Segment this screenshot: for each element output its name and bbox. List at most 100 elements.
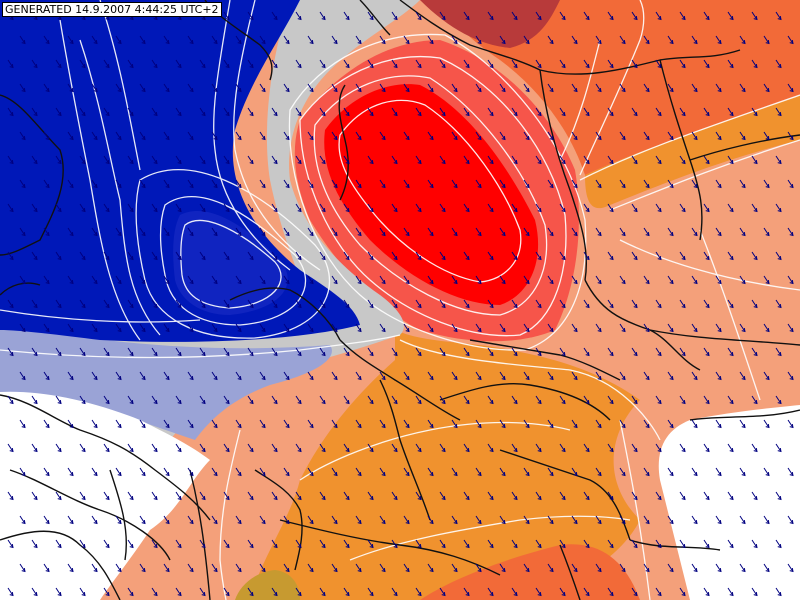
wind-arrow-icon [775, 539, 782, 549]
wind-arrow-icon [91, 275, 98, 285]
isoline-orange-8 [349, 515, 631, 561]
wind-arrow-icon [247, 59, 254, 69]
wind-arrow-icon [463, 347, 470, 357]
wind-arrow-icon [79, 299, 86, 309]
wind-arrow-icon [175, 203, 182, 213]
wind-arrow-icon [307, 35, 314, 45]
wind-arrow-icon [295, 251, 302, 261]
wind-arrow-icon [715, 275, 722, 285]
isoline-gray-1 [0, 334, 401, 359]
wind-arrow-icon [487, 587, 494, 597]
wind-arrow-icon [139, 563, 146, 573]
wind-arrow-icon [403, 323, 410, 333]
wind-arrow-icon [31, 59, 38, 69]
wind-arrow-icon [19, 323, 26, 333]
wind-arrow-icon [199, 107, 206, 117]
wind-arrow-icon [487, 155, 494, 165]
wind-arrow-icon [199, 59, 206, 69]
wind-arrow-icon [631, 11, 638, 21]
border-6 [189, 469, 211, 600]
wind-arrow-icon [631, 491, 638, 501]
wind-arrow-icon [427, 179, 434, 189]
wind-arrow-icon [211, 131, 218, 141]
wind-arrow-icon [103, 443, 110, 453]
wind-arrow-icon [127, 347, 134, 357]
wind-arrow-icon [199, 491, 206, 501]
wind-arrow-icon [655, 443, 662, 453]
wind-arrow-icon [115, 227, 122, 237]
wind-arrow-icon [787, 131, 794, 141]
wind-arrow-icon [43, 35, 50, 45]
wind-arrow-icon [499, 275, 506, 285]
wind-arrow-icon [583, 299, 590, 309]
wind-arrow-icon [667, 131, 674, 141]
wind-arrow-icon [631, 155, 638, 165]
wind-arrow-icon [259, 419, 266, 429]
wind-arrow-icon [331, 323, 338, 333]
wind-arrow-icon [439, 491, 446, 501]
wind-arrow-icon [235, 323, 242, 333]
wind-arrow-icon [679, 443, 686, 453]
wind-arrow-icon [271, 299, 278, 309]
wind-arrow-icon [559, 251, 566, 261]
wind-arrow-icon [343, 107, 350, 117]
wind-arrow-icon [379, 515, 386, 525]
wind-arrow-icon [619, 227, 626, 237]
wind-arrow-icon [139, 131, 146, 141]
wind-arrow-icon [43, 131, 50, 141]
wind-arrow-icon [223, 491, 230, 501]
wind-arrow-icon [355, 179, 362, 189]
wind-arrow-icon [691, 515, 698, 525]
wind-arrow-icon [307, 131, 314, 141]
wind-arrow-icon [571, 515, 578, 525]
wind-arrow-icon [223, 107, 230, 117]
isoline-blue-3 [135, 169, 330, 339]
wind-arrow-icon [607, 107, 614, 117]
wind-arrow-icon [271, 107, 278, 117]
wind-arrow-icon [211, 275, 218, 285]
wind-arrow-icon [751, 491, 758, 501]
wind-arrow-icon [775, 11, 782, 21]
wind-arrow-icon [271, 251, 278, 261]
wind-arrow-icon [547, 275, 554, 285]
wind-arrow-icon [667, 419, 674, 429]
wind-arrow-icon [415, 587, 422, 597]
wind-arrow-icon [295, 539, 302, 549]
wind-arrow-icon [331, 371, 338, 381]
wind-arrow-icon [163, 371, 170, 381]
wind-arrow-icon [739, 515, 746, 525]
wind-arrow-icon [655, 11, 662, 21]
wind-arrow-icon [475, 83, 482, 93]
wind-arrow-icon [391, 251, 398, 261]
wind-arrow-icon [7, 203, 14, 213]
wind-arrow-icon [115, 83, 122, 93]
wind-arrow-icon [763, 131, 770, 141]
wind-arrow-icon [235, 419, 242, 429]
wind-arrow-icon [487, 443, 494, 453]
wind-arrow-icon [451, 275, 458, 285]
wind-arrow-icon [127, 155, 134, 165]
wind-arrow-icon [55, 539, 62, 549]
wind-arrow-icon [343, 299, 350, 309]
wind-arrow-icon [427, 275, 434, 285]
wind-arrow-icon [67, 419, 74, 429]
wind-arrow-icon [259, 275, 266, 285]
wind-arrow-icon [7, 491, 14, 501]
wind-arrow-icon [583, 251, 590, 261]
wind-arrow-icon [523, 275, 530, 285]
wind-arrow-icon [103, 395, 110, 405]
wind-arrow-icon [475, 35, 482, 45]
wind-arrow-icon [583, 491, 590, 501]
wind-arrow-icon [751, 587, 758, 597]
wind-arrow-icon [655, 539, 662, 549]
wind-arrow-icon [127, 491, 134, 501]
wind-arrow-icon [619, 563, 626, 573]
wind-arrow-icon [559, 155, 566, 165]
wind-arrow-icon [535, 539, 542, 549]
wind-arrow-icon [295, 59, 302, 69]
border-25 [254, 469, 303, 571]
wind-arrow-icon [643, 467, 650, 477]
wind-arrow-icon [295, 347, 302, 357]
wind-arrow-icon [691, 419, 698, 429]
